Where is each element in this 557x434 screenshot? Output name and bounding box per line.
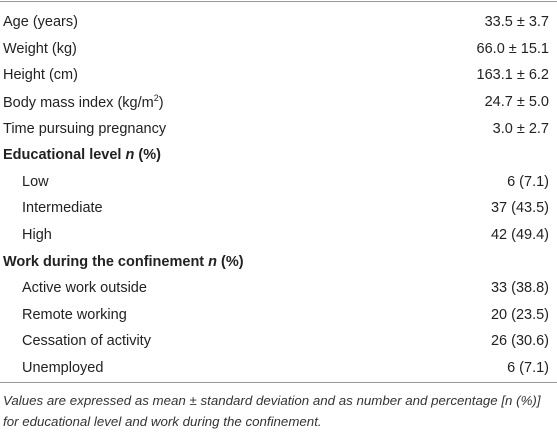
row-label: High <box>22 227 52 243</box>
table-row: Height (cm) 163.1 ± 6.2 <box>0 62 557 89</box>
row-label: Cessation of activity <box>22 333 151 349</box>
label-text: Weight (kg) <box>3 40 77 57</box>
label-superscript: 2 <box>153 93 159 104</box>
title-variable: n <box>125 147 135 164</box>
label-text: ) <box>158 94 164 111</box>
section-title: Educational level n (%) <box>3 147 161 163</box>
row-label: Age (years) <box>3 14 78 30</box>
table-row: Low 6 (7.1) <box>0 169 557 196</box>
row-label: Active work outside <box>22 280 147 296</box>
table-row: Time pursuing pregnancy 3.0 ± 2.7 <box>0 115 557 142</box>
table-row: Cessation of activity 26 (30.6) <box>0 328 557 355</box>
label-text: Active work outside <box>22 280 147 297</box>
table-row: Unemployed 6 (7.1) <box>0 355 557 382</box>
row-label: Unemployed <box>22 360 103 376</box>
row-value: 20 (23.5) <box>490 306 549 323</box>
table-row: Active work outside 33 (38.8) <box>0 275 557 302</box>
row-value: 33.5 ± 3.7 <box>484 14 549 31</box>
label-text: Unemployed <box>22 360 104 377</box>
table-row: Age (years) 33.5 ± 3.7 <box>0 9 557 36</box>
row-label: Intermediate <box>22 200 103 216</box>
title-variable: n <box>208 253 218 270</box>
row-label: Body mass index (kg/m2) <box>3 93 164 111</box>
table-row: Intermediate 37 (43.5) <box>0 195 557 222</box>
section-header: Work during the confinement n (%) <box>0 248 557 275</box>
title-text: Work during the confinement <box>3 253 205 270</box>
footnote: Values are expressed as mean ± standard … <box>3 393 541 429</box>
row-value: 26 (30.6) <box>490 333 549 350</box>
section-header: Educational level n (%) <box>0 142 557 169</box>
row-label: Remote working <box>22 307 127 323</box>
label-text: Time pursuing pregnancy <box>3 120 167 137</box>
table-row: Body mass index (kg/m2) 24.7 ± 5.0 <box>0 89 557 116</box>
title-unit: (%) <box>138 147 161 164</box>
table: Age (years) 33.5 ± 3.7 Weight (kg) 66.0 ± 1… <box>0 1 557 384</box>
row-value: 66.0 ± 15.1 <box>476 40 549 57</box>
row-value: 33 (38.8) <box>490 280 549 297</box>
title-unit: (%) <box>221 253 244 270</box>
row-label: Time pursuing pregnancy <box>3 121 166 137</box>
row-value: 37 (43.5) <box>490 200 549 217</box>
label-text: Height (cm) <box>3 67 78 84</box>
row-value: 6 (7.1) <box>507 360 549 377</box>
label-text: Remote working <box>22 306 127 323</box>
label-text: Body mass index (kg/m <box>3 94 154 111</box>
section-title: Work during the confinement n (%) <box>3 254 244 270</box>
label-text: Low <box>22 173 49 190</box>
label-text: Cessation of activity <box>22 333 151 350</box>
row-value: 42 (49.4) <box>490 227 549 244</box>
label-text: Intermediate <box>22 200 103 217</box>
title-text: Educational level <box>3 147 122 164</box>
table-row: Remote working 20 (23.5) <box>0 302 557 329</box>
table-row: Weight (kg) 66.0 ± 15.1 <box>0 36 557 63</box>
row-label: Height (cm) <box>3 67 78 83</box>
row-label: Low <box>22 174 49 190</box>
row-value: 24.7 ± 5.0 <box>484 94 549 111</box>
row-value: 3.0 ± 2.7 <box>492 120 549 137</box>
label-text: High <box>22 227 52 244</box>
table-row: High 42 (49.4) <box>0 222 557 249</box>
label-text: Age (years) <box>3 14 78 31</box>
row-value: 6 (7.1) <box>507 173 549 190</box>
row-value: 163.1 ± 6.2 <box>476 67 549 84</box>
row-label: Weight (kg) <box>3 41 77 57</box>
